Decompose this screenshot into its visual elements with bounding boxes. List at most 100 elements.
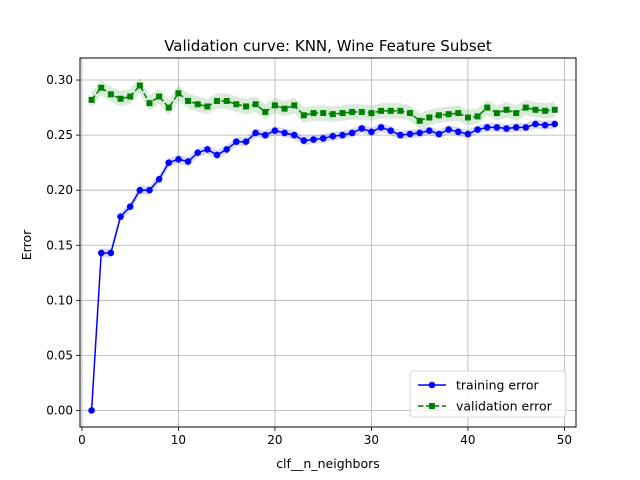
data-point: [252, 129, 259, 137]
data-point: [194, 101, 201, 108]
data-point: [291, 102, 298, 109]
data-point: [184, 158, 192, 165]
data-point: [107, 91, 114, 98]
x-tick-label: 0: [78, 433, 86, 447]
data-point: [435, 112, 442, 119]
data-point: [551, 120, 559, 128]
data-point: [194, 149, 202, 157]
data-point: [349, 108, 356, 115]
data-point: [242, 103, 249, 110]
data-point: [204, 103, 211, 110]
series-markers: [88, 82, 559, 414]
y-axis-label: Error: [19, 229, 34, 260]
data-point: [175, 156, 182, 163]
data-point: [378, 107, 385, 114]
data-point: [98, 84, 105, 91]
data-point: [522, 104, 529, 111]
data-point: [406, 130, 414, 138]
data-point: [339, 131, 346, 139]
data-point: [387, 127, 395, 134]
x-tick-label: 20: [267, 433, 282, 447]
data-point: [185, 97, 192, 104]
data-point: [368, 128, 375, 136]
data-point: [455, 110, 462, 117]
data-point: [107, 249, 115, 257]
legend-box: [409, 370, 567, 418]
data-point: [483, 124, 491, 131]
data-point: [503, 106, 510, 113]
grid: [80, 58, 576, 427]
data-point: [445, 111, 452, 118]
data-point: [358, 108, 365, 115]
plot-frame: [79, 57, 577, 428]
data-point: [261, 131, 269, 139]
data-point: [165, 159, 173, 166]
y-tick-label: 0.00: [46, 403, 73, 417]
data-point: [484, 104, 491, 111]
error-band: [91, 77, 555, 129]
data-point: [165, 104, 172, 111]
data-point: [513, 110, 520, 117]
data-point: [252, 101, 259, 108]
data-point: [368, 110, 375, 117]
data-point: [310, 136, 317, 143]
data-point: [348, 129, 356, 137]
data-point: [339, 110, 346, 117]
y-tick-label: 0.25: [46, 128, 73, 142]
data-point: [319, 135, 327, 142]
data-point: [233, 138, 240, 146]
data-point: [281, 105, 288, 112]
data-point: [97, 249, 105, 257]
y-axis-ticks: 0.00 0.05 0.10 0.15 0.20 0.25 0.30: [46, 73, 80, 417]
series-line: [90, 123, 555, 411]
data-point: [136, 82, 143, 89]
data-point: [117, 95, 124, 102]
data-point: [532, 120, 539, 128]
x-axis-label: clf__n_neighbors: [276, 456, 380, 471]
data-point: [542, 107, 549, 114]
data-point: [541, 121, 549, 129]
y-tick-label: 0.15: [46, 238, 73, 252]
y-tick-label: 0.30: [46, 73, 73, 87]
data-point: [223, 97, 230, 104]
data-point: [445, 126, 452, 133]
data-point: [213, 151, 221, 159]
data-point: [290, 131, 298, 139]
data-point: [387, 107, 394, 114]
data-point: [204, 146, 211, 153]
data-point: [271, 102, 278, 109]
data-point: [281, 129, 288, 137]
data-point: [223, 146, 230, 153]
data-point: [126, 203, 134, 211]
data-point: [146, 186, 153, 194]
data-point: [329, 111, 336, 118]
data-point: [320, 110, 327, 117]
data-point: [435, 130, 443, 138]
legend: training error validation error: [409, 370, 567, 418]
data-point: [310, 110, 317, 117]
x-tick-label: 10: [171, 433, 186, 447]
x-tick-label: 50: [557, 433, 572, 447]
data-point: [416, 117, 423, 124]
data-point: [127, 93, 134, 100]
data-point: [397, 131, 404, 139]
x-axis-ticks: 0 10 20 30 40 50: [78, 427, 572, 447]
data-point: [532, 106, 539, 113]
data-point: [493, 110, 500, 117]
data-point: [426, 127, 433, 134]
x-tick-label: 30: [364, 433, 379, 447]
data-point: [454, 128, 462, 136]
data-point: [242, 138, 250, 146]
data-point: [522, 124, 530, 131]
data-point: [474, 113, 481, 120]
data-point: [503, 125, 510, 132]
x-tick-label: 40: [460, 433, 475, 447]
legend-label: validation error: [456, 399, 553, 414]
legend-marker: [428, 381, 436, 389]
data-point: [474, 126, 481, 133]
data-point: [551, 106, 558, 113]
data-point: [377, 124, 385, 131]
data-point: [214, 97, 221, 104]
data-point: [464, 114, 471, 121]
